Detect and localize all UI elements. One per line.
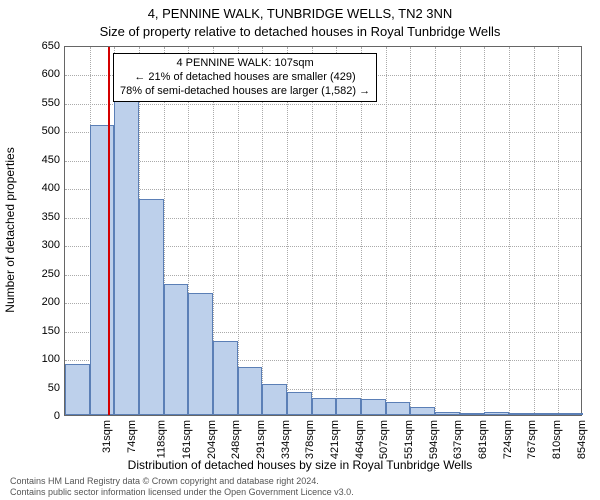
histogram-bar	[188, 293, 213, 415]
x-tick-label: 854sqm	[576, 420, 588, 459]
y-tick-label: 550	[4, 97, 60, 109]
y-tick-label: 150	[4, 325, 60, 337]
y-tick-label: 600	[4, 68, 60, 80]
gridline-v	[509, 47, 510, 415]
y-tick-label: 650	[4, 40, 60, 52]
histogram-bar	[484, 412, 509, 415]
x-tick-label: 594sqm	[428, 420, 440, 459]
histogram-bar	[238, 367, 263, 415]
histogram-bar	[558, 413, 583, 415]
y-tick-label: 450	[4, 154, 60, 166]
x-tick-label: 118sqm	[156, 420, 168, 458]
x-axis-label: Distribution of detached houses by size …	[0, 458, 600, 472]
histogram-bar	[435, 412, 460, 415]
x-tick-label: 681sqm	[477, 420, 489, 459]
gridline-v	[460, 47, 461, 415]
histogram-bar	[534, 413, 559, 415]
x-tick-label: 551sqm	[403, 420, 415, 459]
y-tick-label: 50	[4, 382, 60, 394]
x-tick-label: 724sqm	[502, 420, 514, 459]
gridline-v	[534, 47, 535, 415]
gridline-v	[484, 47, 485, 415]
histogram-bar	[509, 413, 534, 415]
annotation-box: 4 PENNINE WALK: 107sqm← 21% of detached …	[113, 53, 377, 102]
gridline-h	[65, 104, 581, 105]
x-tick-label: 334sqm	[280, 420, 292, 459]
histogram-bar	[336, 398, 361, 415]
x-tick-label: 248sqm	[230, 420, 242, 459]
footer-line2: Contains public sector information licen…	[10, 487, 354, 497]
histogram-bar	[164, 284, 189, 415]
x-tick-label: 204sqm	[206, 420, 218, 459]
gridline-h	[65, 132, 581, 133]
histogram-bar	[361, 399, 386, 415]
y-axis-label: Number of detached properties	[3, 147, 17, 312]
annotation-line2: ← 21% of detached houses are smaller (42…	[120, 71, 370, 85]
x-tick-label: 810sqm	[551, 420, 563, 459]
x-tick-label: 378sqm	[304, 420, 316, 459]
x-tick-label: 464sqm	[354, 420, 366, 459]
y-tick-label: 300	[4, 239, 60, 251]
histogram-bar	[65, 364, 90, 415]
x-tick-label: 767sqm	[526, 420, 538, 459]
histogram-bar	[139, 199, 164, 415]
histogram-bar	[460, 413, 485, 415]
annotation-line1: 4 PENNINE WALK: 107sqm	[120, 57, 370, 71]
y-tick-label: 400	[4, 182, 60, 194]
gridline-v	[386, 47, 387, 415]
y-tick-label: 350	[4, 211, 60, 223]
histogram-bar	[213, 341, 238, 415]
gridline-v	[558, 47, 559, 415]
gridline-h	[65, 161, 581, 162]
histogram-bar	[287, 392, 312, 415]
x-tick-label: 161sqm	[181, 420, 193, 459]
histogram-bar	[90, 125, 115, 415]
gridline-h	[65, 189, 581, 190]
x-tick-label: 74sqm	[126, 420, 138, 453]
gridline-v	[435, 47, 436, 415]
histogram-bar	[410, 407, 435, 415]
histogram-bar	[262, 384, 287, 415]
histogram-bar	[312, 398, 337, 415]
x-tick-label: 507sqm	[378, 420, 390, 459]
y-tick-label: 250	[4, 268, 60, 280]
property-marker-line	[108, 47, 110, 415]
x-tick-label: 637sqm	[452, 420, 464, 459]
y-tick-label: 200	[4, 296, 60, 308]
footer-line1: Contains HM Land Registry data © Crown c…	[10, 476, 319, 486]
plot-area: 4 PENNINE WALK: 107sqm← 21% of detached …	[64, 46, 582, 416]
histogram-bar	[386, 402, 411, 415]
y-tick-label: 100	[4, 353, 60, 365]
annotation-line3: 78% of semi-detached houses are larger (…	[120, 85, 370, 99]
x-tick-label: 421sqm	[329, 420, 341, 459]
chart-title-line1: 4, PENNINE WALK, TUNBRIDGE WELLS, TN2 3N…	[0, 6, 600, 21]
gridline-v	[410, 47, 411, 415]
x-tick-label: 291sqm	[255, 420, 267, 459]
histogram-bar	[114, 96, 139, 415]
y-tick-label: 0	[4, 410, 60, 422]
x-tick-label: 31sqm	[101, 420, 113, 453]
chart-container: 4, PENNINE WALK, TUNBRIDGE WELLS, TN2 3N…	[0, 0, 600, 500]
chart-title-line2: Size of property relative to detached ho…	[0, 24, 600, 39]
y-tick-label: 500	[4, 125, 60, 137]
